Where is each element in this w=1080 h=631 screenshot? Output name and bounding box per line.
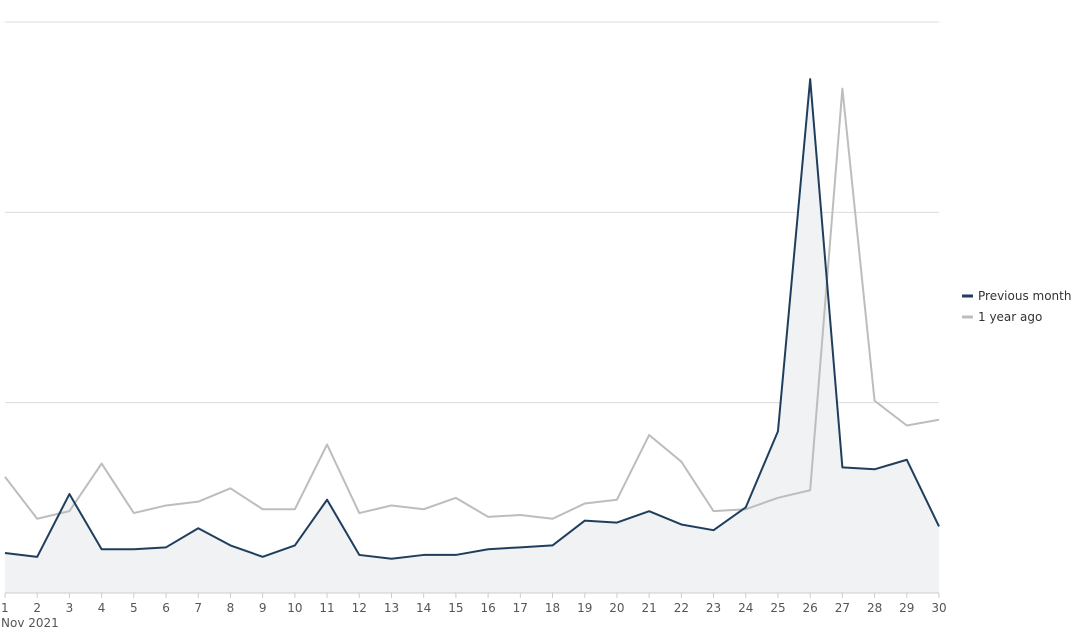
x-tick-label: 17 [513, 601, 528, 615]
x-tick-label: 16 [480, 601, 495, 615]
line [4, 78, 940, 560]
x-tick-label: 18 [545, 601, 560, 615]
x-tick-label: 24 [738, 601, 753, 615]
x-tick-label: 22 [674, 601, 689, 615]
x-period-label: Nov 2021 [1, 616, 59, 630]
x-tick-label: 29 [899, 601, 914, 615]
x-tick-label: 8 [227, 601, 235, 615]
x-tick-label: 26 [803, 601, 818, 615]
x-tick-label: 27 [835, 601, 850, 615]
x-tick-label: 21 [641, 601, 656, 615]
area [5, 79, 939, 594]
x-tick-label: 4 [98, 601, 106, 615]
x-tick-label: 14 [416, 601, 431, 615]
x-tick-label: 1 [1, 601, 9, 615]
x-tick-label: 30 [931, 601, 946, 615]
x-tick-label: 13 [384, 601, 399, 615]
x-tick-label: 11 [319, 601, 334, 615]
x-tick-label: 15 [448, 601, 463, 615]
x-tick-label: 9 [259, 601, 267, 615]
line [4, 87, 940, 520]
x-tick-label: 10 [287, 601, 302, 615]
legend-label: 1 year ago [978, 310, 1042, 324]
x-tick-label: 6 [162, 601, 170, 615]
x-tick-label: 7 [194, 601, 202, 615]
x-tick-label: 19 [577, 601, 592, 615]
x-tick-label: 2 [33, 601, 41, 615]
x-tick-label: 5 [130, 601, 138, 615]
x-tick-label: 3 [66, 601, 74, 615]
x-tick-label: 28 [867, 601, 882, 615]
x-tick-label: 12 [352, 601, 367, 615]
legend-label: Previous month [978, 289, 1071, 303]
x-tick-label: 23 [706, 601, 721, 615]
x-tick-label: 20 [609, 601, 624, 615]
x-tick-label: 25 [770, 601, 785, 615]
